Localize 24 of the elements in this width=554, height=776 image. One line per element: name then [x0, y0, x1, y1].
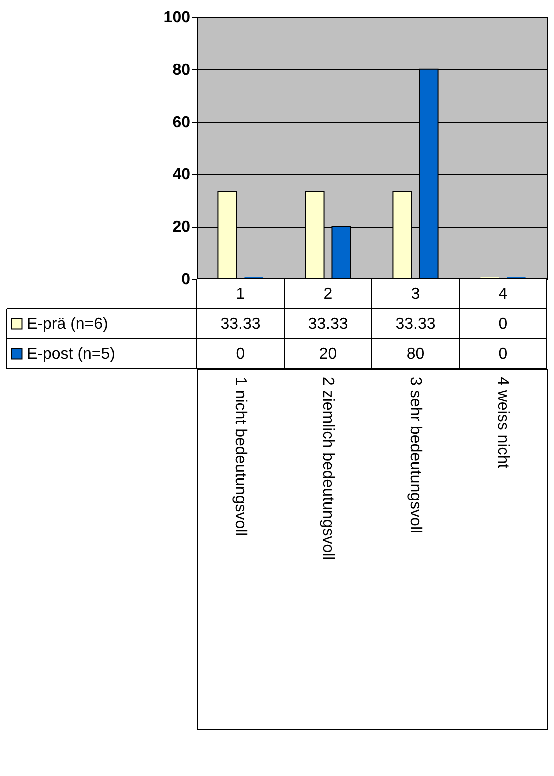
data-label: 33.33	[220, 316, 261, 333]
y-tick-label: 20	[172, 219, 191, 236]
y-tick-label: 60	[172, 114, 191, 132]
data-label: 0	[498, 346, 508, 363]
text: 4 weiss nicht	[494, 377, 512, 470]
x-tick-label: 1	[236, 286, 246, 303]
data-label: 20	[319, 346, 338, 363]
text: 1 nicht bedeutungsvoll	[232, 377, 249, 536]
y-tick-label: 0	[182, 272, 191, 288]
legend-label: E-post (n=5)	[27, 346, 116, 363]
data-label: 0	[498, 316, 508, 333]
data-label: 80	[406, 346, 425, 363]
legend-label: E-prä (n=6)	[27, 316, 108, 333]
data-label: 33.33	[308, 316, 348, 333]
y-tick-label: 80	[172, 62, 191, 79]
text: 2 ziemlich bedeutungsvoll	[319, 377, 336, 560]
y-tick-label: 40	[172, 166, 191, 184]
x-tick-label: 2	[324, 286, 333, 303]
y-tick-label: 100	[164, 10, 191, 26]
text: 3 sehr bedeutungsvoll	[406, 377, 424, 534]
x-tick-label: 4	[498, 286, 508, 303]
data-label: 0	[236, 346, 246, 363]
x-tick-label: 3	[411, 286, 420, 303]
data-label: 33.33	[396, 316, 436, 333]
